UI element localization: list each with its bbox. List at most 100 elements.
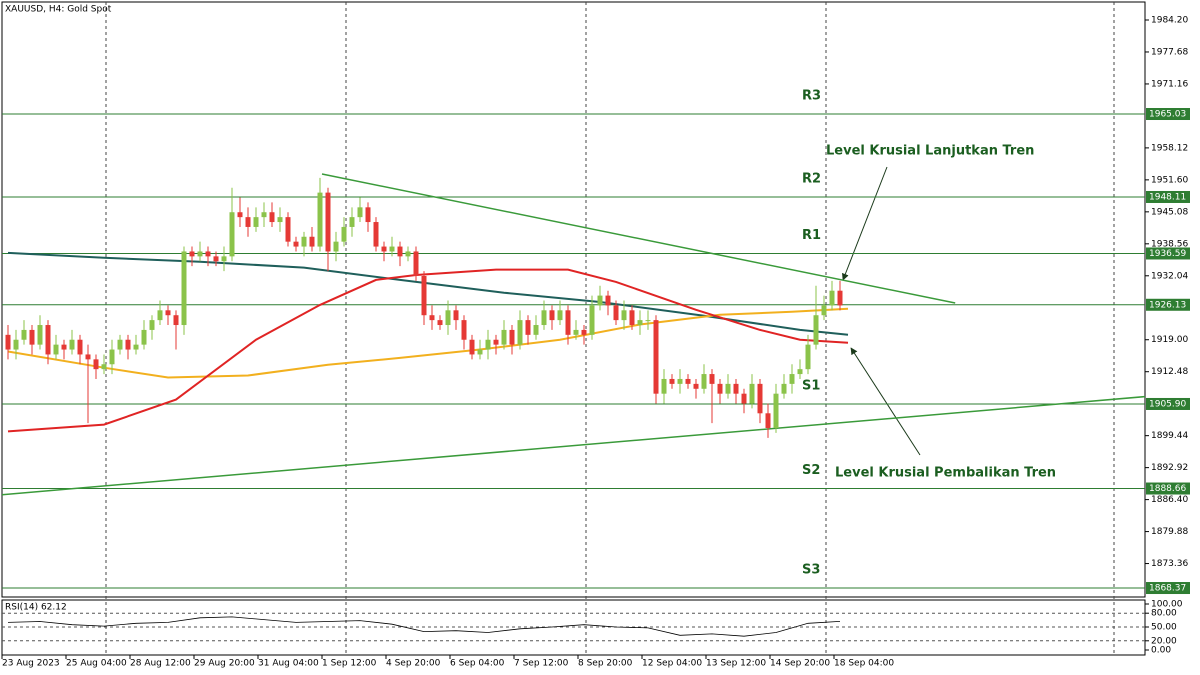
annotation: Level Krusial Lanjutkan Tren	[826, 144, 1034, 159]
candle-body	[821, 305, 827, 316]
candle-body	[101, 364, 107, 370]
y-tick-label: 1932.04	[1151, 271, 1188, 281]
candle-body	[93, 359, 99, 370]
x-tick-label: 25 Aug 04:00	[66, 659, 127, 669]
candle-body	[141, 329, 147, 345]
y-tick-label: 1977.68	[1151, 47, 1188, 57]
chart-title: XAUUSD, H4: Gold Spot	[5, 5, 112, 15]
y-tick-label: 1938.56	[1151, 239, 1188, 249]
level-name: R3	[802, 89, 821, 104]
moving-average	[7, 268, 849, 433]
moving-average	[7, 251, 849, 336]
candle-body	[757, 383, 763, 414]
candle-body	[357, 207, 363, 218]
x-tick-label: 4 Sep 20:00	[386, 659, 441, 669]
level-name: R1	[802, 228, 821, 243]
candle-body	[413, 251, 419, 276]
candle-body	[21, 329, 27, 340]
candle-body	[277, 217, 283, 223]
candle-body	[469, 339, 475, 355]
candle-body	[301, 236, 307, 247]
candle-body	[805, 344, 811, 370]
candle-body	[501, 329, 507, 345]
x-tick-label: 12 Sep 04:00	[642, 659, 702, 669]
level-tag-label: 1948.11	[1149, 192, 1186, 202]
candle-body	[157, 310, 163, 321]
candle-body	[197, 251, 203, 257]
candle-body	[781, 383, 787, 394]
y-tick-label: 1873.36	[1151, 559, 1188, 569]
x-tick-label: 29 Aug 20:00	[194, 659, 255, 669]
y-tick-label: 50.00	[1151, 623, 1177, 633]
candle-body	[789, 374, 795, 384]
candle-body	[285, 217, 291, 242]
candle-body	[165, 310, 171, 316]
candle-body	[117, 339, 123, 350]
rsi-title: RSI(14) 62.12	[5, 603, 67, 613]
x-tick-label: 23 Aug 2023	[2, 659, 60, 669]
y-tick-label: 1879.88	[1151, 527, 1188, 537]
annotation: Level Krusial Pembalikan Tren	[835, 466, 1056, 481]
candle-body	[525, 320, 531, 335]
candle-body	[765, 413, 771, 429]
candle-body	[245, 217, 251, 227]
candle-body	[549, 310, 555, 321]
level-tag-label: 1888.66	[1149, 484, 1186, 494]
candle-body	[205, 251, 211, 257]
level-tag	[1146, 190, 1190, 203]
level-tag-label: 1936.59	[1149, 249, 1186, 259]
level-tag	[1146, 247, 1190, 260]
candle-body	[517, 320, 523, 345]
candle-body	[381, 246, 387, 252]
arrow	[850, 347, 921, 456]
y-tick-label: 1892.92	[1151, 463, 1188, 473]
candle-body	[445, 310, 451, 326]
y-tick-label: 1899.44	[1151, 431, 1188, 441]
candle-body	[685, 378, 691, 384]
candle-body	[45, 325, 51, 355]
x-tick-label: 7 Sep 12:00	[514, 659, 569, 669]
candle-body	[333, 241, 339, 252]
trend-line	[321, 173, 956, 304]
candle-body	[677, 378, 683, 384]
candle-body	[389, 246, 395, 252]
level-name: S3	[802, 563, 820, 578]
candle-body	[597, 295, 603, 306]
level-tag	[1146, 582, 1190, 595]
candle-body	[661, 378, 667, 394]
candle-body	[749, 383, 755, 404]
candle-body	[565, 310, 571, 335]
candle-body	[429, 315, 435, 321]
x-tick-label: 31 Aug 04:00	[258, 659, 319, 669]
candle-body	[109, 349, 115, 365]
candle-body	[693, 383, 699, 389]
candle-body	[645, 320, 651, 322]
arrow	[842, 166, 888, 281]
candle-body	[149, 320, 155, 330]
x-tick-label: 28 Aug 12:00	[130, 659, 191, 669]
level-tag-label: 1926.13	[1149, 300, 1186, 310]
candle-body	[421, 275, 427, 316]
candle-body	[701, 374, 707, 389]
candle-body	[437, 320, 443, 326]
y-tick-label: 1984.20	[1151, 15, 1188, 25]
y-tick-label: 1945.08	[1151, 207, 1188, 217]
level-name: S2	[802, 463, 820, 478]
candle-body	[461, 320, 467, 340]
candle-body	[653, 320, 659, 394]
candle-body	[581, 329, 587, 335]
candle-body	[573, 329, 579, 335]
moving-average	[7, 307, 849, 379]
candle-body	[725, 383, 731, 394]
candle-body	[85, 354, 91, 360]
candle-body	[181, 251, 187, 326]
vertical-grid	[105, 2, 1115, 655]
x-tick-label: 6 Sep 04:00	[450, 659, 505, 669]
candle-body	[309, 236, 315, 247]
candle-body	[69, 339, 75, 350]
candle-body	[541, 310, 547, 326]
level-tag	[1146, 298, 1190, 311]
candle-body	[317, 192, 323, 247]
candle-body	[589, 305, 595, 335]
